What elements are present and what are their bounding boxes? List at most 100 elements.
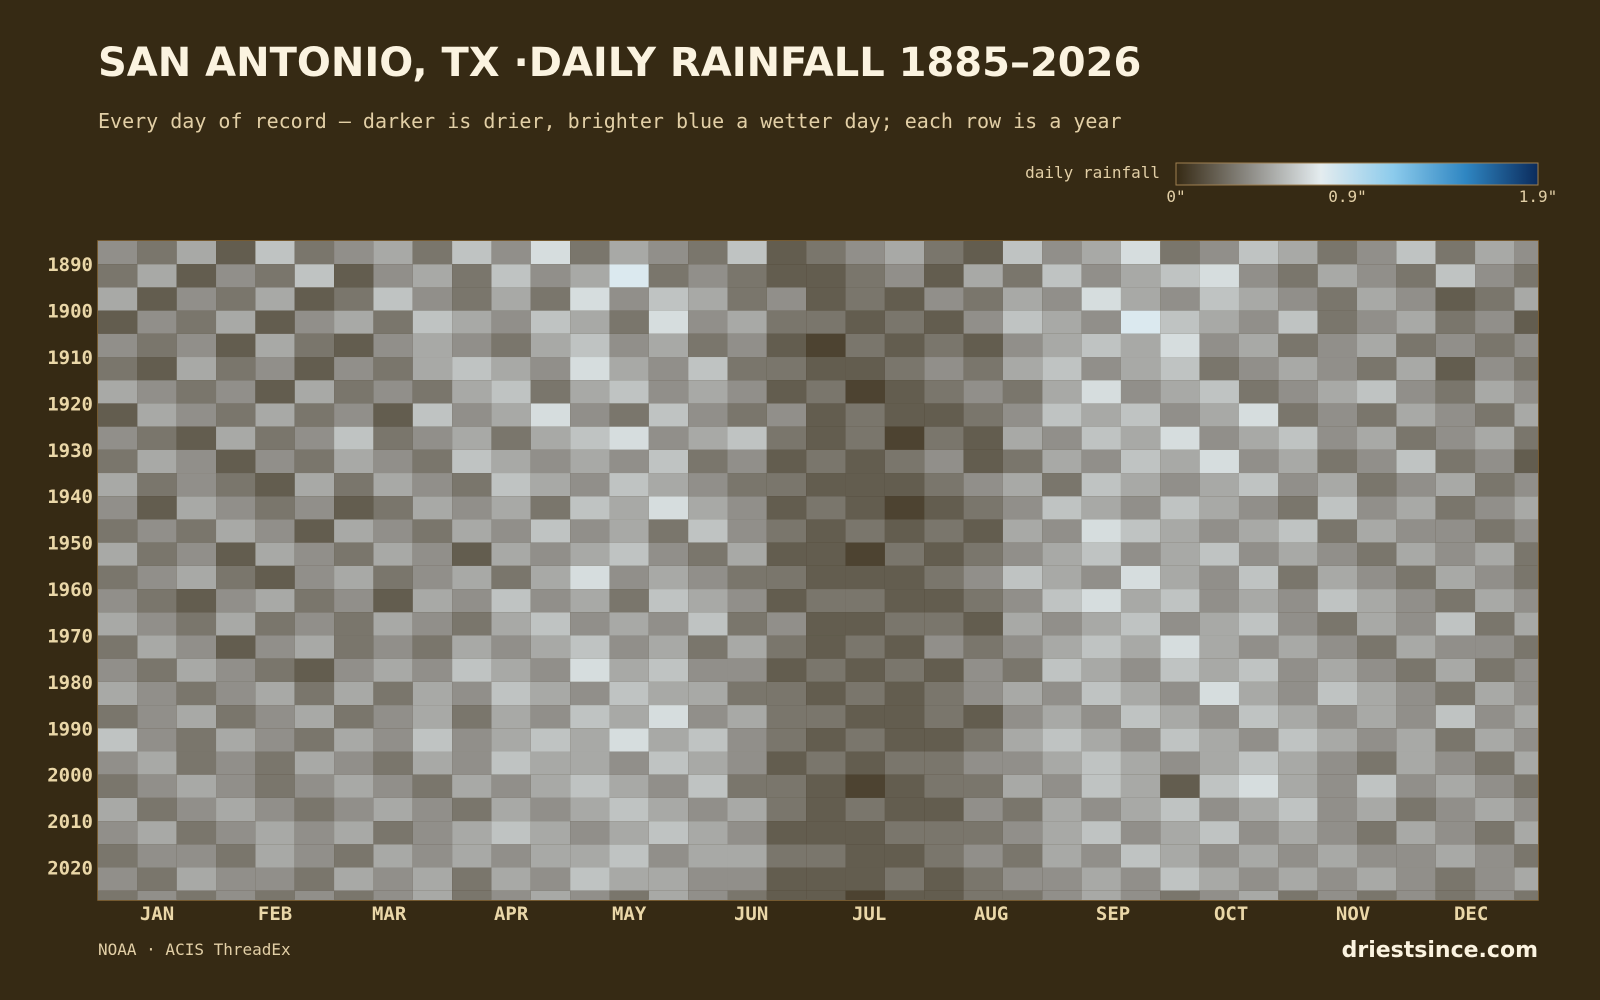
heat-cell	[884, 821, 925, 845]
heat-cell	[1435, 589, 1476, 613]
heat-cell	[1199, 751, 1239, 775]
heat-cell	[452, 728, 492, 752]
heat-cell	[806, 774, 846, 798]
heat-cell	[255, 357, 295, 381]
heat-cell	[688, 403, 728, 427]
heat-cell	[1120, 797, 1161, 822]
colorbar-tick-label: 1.9"	[1519, 187, 1558, 206]
heat-cell	[570, 774, 610, 798]
heat-cell	[176, 681, 217, 706]
heat-cell	[412, 635, 453, 659]
y-tick-label: 1930	[47, 440, 93, 462]
heat-cell	[1475, 635, 1515, 659]
heat-cell	[570, 496, 610, 520]
heat-cell	[1081, 751, 1121, 775]
heat-cell	[1435, 287, 1476, 311]
heat-cell	[1278, 844, 1318, 868]
heat-cell	[216, 542, 256, 566]
heat-cell	[845, 449, 885, 474]
heat-cell	[255, 774, 295, 798]
heat-cell	[884, 519, 925, 543]
heat-cell	[1278, 681, 1318, 706]
heat-cell	[98, 751, 138, 775]
heat-cell	[1160, 449, 1200, 474]
heat-cell	[924, 728, 964, 752]
heat-cell	[1002, 287, 1043, 311]
heat-cell	[98, 310, 138, 334]
heat-cell	[609, 612, 649, 636]
heat-cell	[648, 890, 689, 900]
heat-cell	[1514, 473, 1538, 497]
heat-cell	[1475, 589, 1515, 613]
heat-cell	[1435, 565, 1476, 590]
heat-cell	[1120, 751, 1161, 775]
heat-cell	[609, 519, 649, 543]
heat-cell	[1514, 658, 1538, 682]
heat-cell	[1002, 589, 1043, 613]
heat-cell	[609, 449, 649, 474]
heat-cell	[255, 797, 295, 822]
heat-cell	[1199, 565, 1239, 590]
heat-cell	[570, 589, 610, 613]
heat-cell	[727, 635, 767, 659]
heat-cell	[1199, 635, 1239, 659]
heat-cell	[137, 333, 177, 358]
heat-cell	[1357, 844, 1397, 868]
heat-cell	[727, 403, 767, 427]
heat-cell	[1317, 426, 1358, 450]
heat-cell	[1238, 473, 1279, 497]
x-tick-label: AUG	[974, 903, 1008, 925]
heat-cell	[1160, 681, 1200, 706]
heat-cell	[294, 565, 335, 590]
heat-cell	[491, 287, 531, 311]
heat-cell	[924, 333, 964, 358]
heat-cell	[412, 403, 453, 427]
heat-cell	[1199, 658, 1239, 682]
heat-cell	[963, 658, 1003, 682]
heat-cell	[1357, 565, 1397, 590]
heat-cell	[98, 565, 138, 590]
heat-cell	[412, 426, 453, 450]
heat-cell	[98, 542, 138, 566]
heat-cell	[924, 403, 964, 427]
heat-cell	[963, 473, 1003, 497]
heat-cell	[1475, 867, 1515, 891]
heat-cell	[216, 821, 256, 845]
heat-cell	[1120, 612, 1161, 636]
heat-cell	[255, 519, 295, 543]
heat-cell	[1317, 612, 1358, 636]
heat-cell	[373, 844, 413, 868]
heat-cell	[176, 542, 217, 566]
heat-cell	[452, 612, 492, 636]
heat-cell	[1357, 867, 1397, 891]
heat-cell	[176, 310, 217, 334]
heat-cell	[1081, 681, 1121, 706]
heat-cell	[1357, 797, 1397, 822]
heat-cell	[1475, 403, 1515, 427]
heat-cell	[1081, 496, 1121, 520]
heat-cell	[452, 867, 492, 891]
heat-cell	[255, 403, 295, 427]
heat-cell	[294, 890, 335, 900]
heat-cell	[1396, 589, 1436, 613]
x-tick-label: DEC	[1454, 903, 1488, 925]
heat-cell	[570, 380, 610, 404]
heat-cell	[334, 264, 374, 288]
heat-cell	[648, 310, 689, 334]
heat-cell	[1199, 357, 1239, 381]
heat-cell	[1160, 565, 1200, 590]
heat-cell	[491, 589, 531, 613]
heat-cell	[688, 380, 728, 404]
heat-cell	[452, 403, 492, 427]
heat-cell	[648, 844, 689, 868]
heat-cell	[1435, 681, 1476, 706]
colorbar-tick-label: 0"	[1166, 187, 1185, 206]
heat-cell	[1435, 751, 1476, 775]
heat-cell	[491, 867, 531, 891]
heat-cell	[1081, 705, 1121, 729]
heat-cell	[806, 589, 846, 613]
heat-cell	[216, 589, 256, 613]
heat-cell	[176, 751, 217, 775]
heat-cell	[688, 751, 728, 775]
heat-cell	[963, 380, 1003, 404]
